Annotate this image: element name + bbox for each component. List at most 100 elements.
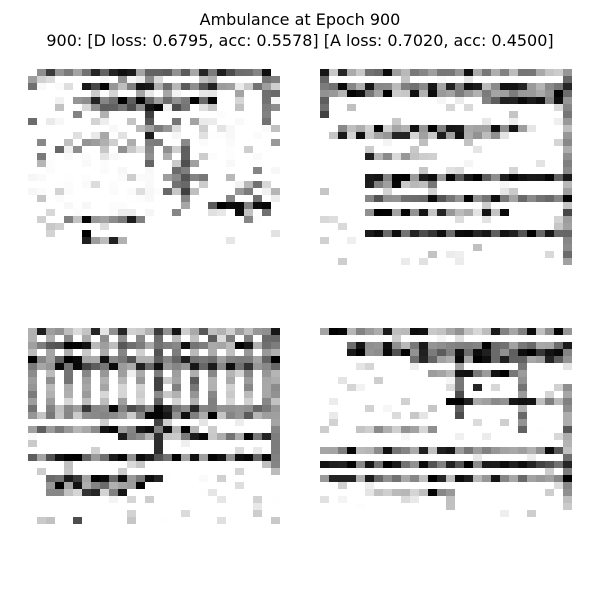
image-pixel — [199, 440, 208, 447]
image-pixel — [401, 391, 410, 398]
image-pixel — [482, 440, 491, 447]
image-pixel — [118, 237, 127, 244]
image-pixel — [554, 146, 563, 153]
image-pixel — [392, 118, 401, 125]
image-pixel — [82, 377, 91, 384]
image-pixel — [91, 69, 100, 76]
image-pixel — [37, 489, 46, 496]
image-pixel — [46, 370, 55, 377]
image-pixel — [374, 216, 383, 223]
image-pixel — [446, 419, 455, 426]
image-pixel — [28, 482, 37, 489]
image-pixel — [347, 181, 356, 188]
image-pixel — [365, 412, 374, 419]
image-pixel — [28, 174, 37, 181]
image-pixel — [64, 489, 73, 496]
image-pixel — [374, 356, 383, 363]
image-pixel — [338, 384, 347, 391]
image-pixel — [374, 426, 383, 433]
image-pixel — [226, 328, 235, 335]
image-pixel — [464, 167, 473, 174]
image-pixel — [244, 454, 253, 461]
image-pixel — [401, 447, 410, 454]
image-pixel — [208, 454, 217, 461]
image-pixel — [518, 139, 527, 146]
image-pixel — [244, 174, 253, 181]
image-pixel — [383, 69, 392, 76]
image-pixel — [401, 76, 410, 83]
image-pixel — [554, 216, 563, 223]
image-pixel — [271, 517, 280, 524]
image-pixel — [356, 90, 365, 97]
image-pixel — [419, 370, 428, 377]
image-pixel — [46, 90, 55, 97]
image-pixel — [208, 181, 217, 188]
image-pixel — [563, 377, 572, 384]
image-pixel — [73, 384, 82, 391]
image-pixel — [554, 104, 563, 111]
image-pixel — [82, 216, 91, 223]
image-pixel — [365, 97, 374, 104]
image-pixel — [383, 202, 392, 209]
image-pixel — [154, 244, 163, 251]
image-pixel — [392, 160, 401, 167]
image-pixel — [491, 363, 500, 370]
image-pixel — [73, 83, 82, 90]
image-pixel — [154, 160, 163, 167]
image-pixel — [127, 90, 136, 97]
image-pixel — [419, 426, 428, 433]
image-pixel — [419, 335, 428, 342]
image-pixel — [338, 440, 347, 447]
image-pixel — [28, 251, 37, 258]
image-pixel — [154, 349, 163, 356]
image-pixel — [563, 104, 572, 111]
image-pixel — [563, 118, 572, 125]
image-pixel — [100, 111, 109, 118]
image-pixel — [428, 419, 437, 426]
image-pixel — [338, 412, 347, 419]
image-pixel — [118, 188, 127, 195]
image-pixel — [37, 69, 46, 76]
image-pixel — [365, 391, 374, 398]
image-pixel — [55, 167, 64, 174]
image-pixel — [190, 447, 199, 454]
image-pixel — [253, 510, 262, 517]
image-pixel — [253, 223, 262, 230]
image-pixel — [55, 363, 64, 370]
image-pixel — [181, 181, 190, 188]
image-pixel — [262, 216, 271, 223]
image-pixel — [199, 398, 208, 405]
image-pixel — [91, 349, 100, 356]
image-pixel — [446, 83, 455, 90]
image-pixel — [527, 370, 536, 377]
image-pixel — [500, 97, 509, 104]
image-pixel — [455, 167, 464, 174]
image-pixel — [482, 517, 491, 524]
image-pixel — [145, 139, 154, 146]
image-pixel — [320, 132, 329, 139]
image-pixel — [208, 363, 217, 370]
generated-image-3 — [28, 328, 280, 524]
image-pixel — [356, 237, 365, 244]
image-pixel — [91, 104, 100, 111]
image-pixel — [563, 363, 572, 370]
image-pixel — [545, 405, 554, 412]
image-pixel — [500, 356, 509, 363]
image-pixel — [64, 370, 73, 377]
image-pixel — [455, 251, 464, 258]
image-pixel — [127, 104, 136, 111]
image-pixel — [356, 440, 365, 447]
image-pixel — [410, 517, 419, 524]
image-pixel — [136, 461, 145, 468]
image-pixel — [154, 83, 163, 90]
image-pixel — [563, 342, 572, 349]
image-pixel — [127, 482, 136, 489]
image-pixel — [118, 111, 127, 118]
image-pixel — [536, 223, 545, 230]
image-pixel — [518, 447, 527, 454]
image-pixel — [28, 181, 37, 188]
image-pixel — [338, 230, 347, 237]
image-pixel — [262, 69, 271, 76]
image-pixel — [374, 104, 383, 111]
image-pixel — [235, 398, 244, 405]
